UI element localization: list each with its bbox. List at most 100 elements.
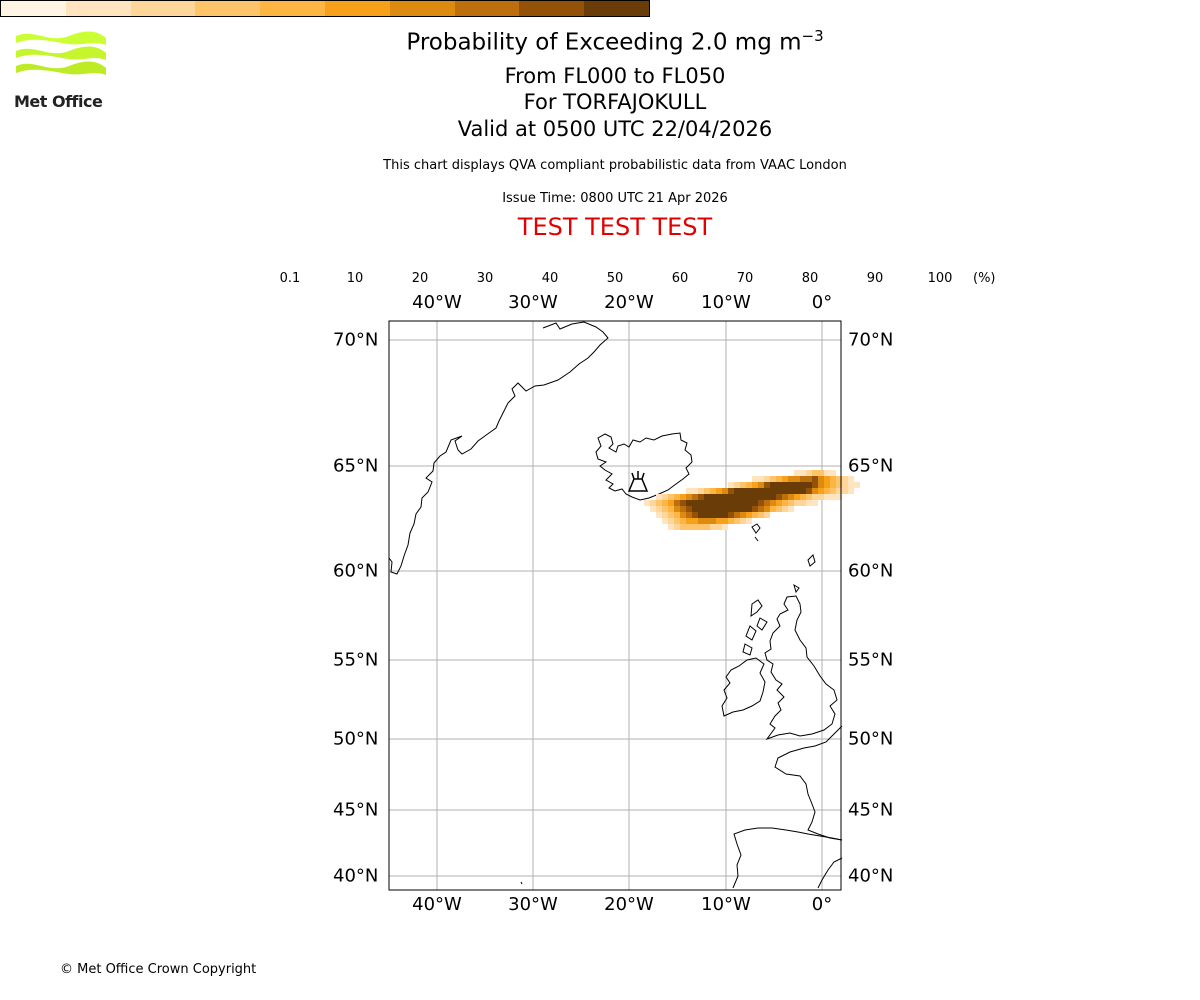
flight-level-range: From FL000 to FL050 xyxy=(504,64,726,88)
plume-cell xyxy=(854,482,860,488)
plume-cell xyxy=(704,506,710,512)
plume-cell xyxy=(842,488,848,494)
plume-cell xyxy=(806,500,812,506)
plume-cell xyxy=(836,488,842,494)
plume-cell xyxy=(770,506,776,512)
colorbar-tick-label: 20 xyxy=(411,271,429,286)
colorbar-segment xyxy=(195,1,261,16)
plume-cell xyxy=(830,470,836,476)
colorbar-segment xyxy=(65,1,131,16)
latitude-label: 40°N xyxy=(333,865,379,887)
colorbar-tick-label: 10 xyxy=(346,271,364,286)
plume-cell xyxy=(668,524,674,530)
plume-cell xyxy=(764,482,770,488)
latitude-label: 50°N xyxy=(333,728,379,750)
plume-cell xyxy=(716,500,722,506)
plume-cell xyxy=(692,494,698,500)
plume-cell xyxy=(800,500,806,506)
plume-cell xyxy=(704,524,710,530)
plume-cell xyxy=(752,476,758,482)
longitude-label: 20°W xyxy=(604,292,654,313)
plume-cell xyxy=(758,512,764,518)
colorbar-tick-label: 30 xyxy=(476,271,494,286)
iceland-coastline xyxy=(595,432,693,501)
longitude-label: 10°W xyxy=(701,894,751,915)
latitude-label: 55°N xyxy=(333,649,379,671)
logo-text: Met Office xyxy=(14,92,103,111)
plume-cell xyxy=(818,476,824,482)
plume-cell xyxy=(722,488,728,494)
colorbar-segment xyxy=(260,1,325,16)
plume-cell xyxy=(776,494,782,500)
test-banner: TEST TEST TEST xyxy=(517,213,713,241)
plume-cell xyxy=(668,500,674,506)
colorbar-tick-label: 100 xyxy=(927,271,953,286)
plume-cell xyxy=(788,488,794,494)
plume-cell xyxy=(698,488,704,494)
greenland-coastline xyxy=(388,321,609,575)
plume-cell xyxy=(710,518,716,524)
colorbar-tick-label: 60 xyxy=(671,271,689,286)
plume-cell xyxy=(794,482,800,488)
plume-cell xyxy=(806,470,812,476)
colorbar-segment xyxy=(584,1,649,16)
plume-cell xyxy=(818,494,824,500)
plume-cell xyxy=(758,488,764,494)
plume-cell xyxy=(704,494,710,500)
plume-cell xyxy=(788,482,794,488)
plume-cell xyxy=(698,512,704,518)
plume-cell xyxy=(722,494,728,500)
plume-cell xyxy=(800,476,806,482)
plume-cell xyxy=(782,488,788,494)
plume-cell xyxy=(680,524,686,530)
plume-cell xyxy=(728,488,734,494)
plume-cell xyxy=(686,488,692,494)
plume-cell xyxy=(788,494,794,500)
latitude-label: 60°N xyxy=(848,560,894,582)
plume-cell xyxy=(644,500,650,506)
latitude-label: 55°N xyxy=(848,649,894,671)
plume-cell xyxy=(782,500,788,506)
plume-cell xyxy=(812,494,818,500)
chart-title: Probability of Exceeding 2.0 mg m−3 xyxy=(0,27,1200,56)
plume-cell xyxy=(698,524,704,530)
scotland-islands-coastline xyxy=(742,554,816,656)
plume-cell xyxy=(710,500,716,506)
disclaimer-text: This chart displays QVA compliant probab… xyxy=(383,158,847,173)
plume-cell xyxy=(656,500,662,506)
plume-cell xyxy=(770,494,776,500)
plume-cell xyxy=(656,506,662,512)
plume-cell xyxy=(734,518,740,524)
plume-cell xyxy=(776,500,782,506)
valid-time: Valid at 0500 UTC 22/04/2026 xyxy=(457,117,773,141)
great-britain-coastline xyxy=(764,595,838,741)
longitude-label: 10°W xyxy=(701,292,751,313)
plume-cell xyxy=(740,512,746,518)
chart-title-main: Probability of Exceeding 2.0 mg m xyxy=(406,29,802,56)
latitude-label: 45°N xyxy=(848,799,894,821)
plume-cell xyxy=(668,512,674,518)
plume-cell xyxy=(716,506,722,512)
plume-cell xyxy=(668,506,674,512)
plume-cell xyxy=(812,476,818,482)
plume-cell xyxy=(722,506,728,512)
plume-cell xyxy=(740,482,746,488)
plume-cell xyxy=(818,482,824,488)
plume-cell xyxy=(758,482,764,488)
longitude-label: 0° xyxy=(811,894,833,915)
plume-cell xyxy=(782,506,788,512)
plume-cell xyxy=(728,482,734,488)
plume-cell xyxy=(728,506,734,512)
plume-cell xyxy=(692,506,698,512)
latitude-label: 65°N xyxy=(333,455,379,477)
plume-cell xyxy=(722,518,728,524)
plume-cell xyxy=(770,500,776,506)
plume-cell xyxy=(800,482,806,488)
ash-plume xyxy=(644,470,860,530)
plume-cell xyxy=(800,488,806,494)
plume-cell xyxy=(698,500,704,506)
latitude-label: 50°N xyxy=(848,728,894,750)
plume-cell xyxy=(746,488,752,494)
plume-cell xyxy=(722,524,728,530)
